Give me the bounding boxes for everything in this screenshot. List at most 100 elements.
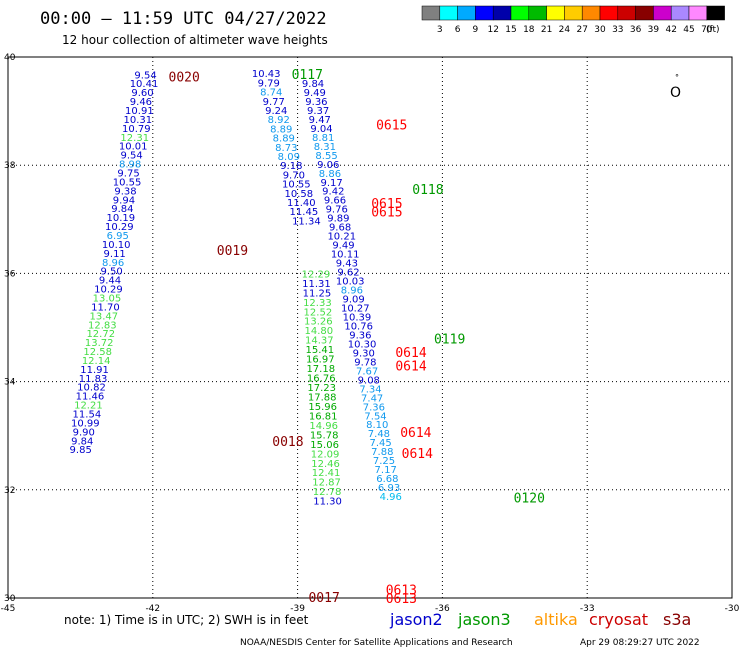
- wave-height-label: 9.62: [337, 268, 359, 279]
- colorbar-tick-label: 15: [505, 25, 516, 35]
- wave-height-label: 9.76: [326, 205, 348, 216]
- wave-height-label: 12.78: [313, 487, 342, 498]
- colorbar-swatch: [599, 5, 619, 21]
- wave-height-label: 10.39: [343, 312, 372, 323]
- wave-height-label: 12.33: [303, 298, 332, 309]
- wave-height-label: 16.76: [307, 374, 336, 385]
- wave-height-label: 8.55: [315, 151, 337, 162]
- x-tick-label: -33: [580, 604, 595, 614]
- wave-height-label: 9.89: [327, 214, 349, 225]
- map-mark-icon: O: [670, 85, 681, 101]
- wave-height-label: 8.73: [275, 143, 297, 154]
- colorbar-tick-label: 24: [559, 25, 571, 35]
- wave-height-label: 11.30: [313, 497, 342, 508]
- y-tick-label: 36: [4, 269, 16, 279]
- colorbar-swatch: [581, 5, 601, 21]
- colorbar-tick-label: 27: [576, 25, 587, 35]
- colorbar-swatch: [457, 5, 476, 21]
- colorbar-tick-label: 36: [630, 25, 642, 35]
- pass-time-label: 0613: [386, 583, 417, 598]
- legend-entry-jason2: jason2: [389, 610, 443, 629]
- wave-height-label: 9.77: [263, 97, 285, 108]
- wave-height-label: 9.54: [121, 151, 143, 162]
- wave-height-label: 10.11: [331, 250, 360, 261]
- pass-time-label: 0119: [434, 332, 465, 347]
- legend-entry-altika: altika: [534, 610, 578, 629]
- wave-height-label: 7.17: [375, 465, 397, 476]
- wave-height-label: 9.11: [104, 249, 126, 260]
- wave-height-label: 8.09: [278, 152, 300, 163]
- wave-height-label: 9.06: [317, 160, 339, 171]
- wave-height-label: 9.38: [114, 186, 136, 197]
- colorbar-swatch: [617, 5, 636, 21]
- wave-height-label: 10.29: [105, 222, 134, 233]
- wave-height-label: 9.94: [113, 195, 135, 206]
- wave-height-label: 11.46: [76, 392, 105, 403]
- wave-height-label: 9.50: [100, 267, 122, 278]
- colorbar-tick-label: 33: [612, 25, 623, 35]
- wave-height-label: 8.96: [341, 286, 363, 297]
- pass-time-label: 0120: [514, 491, 545, 506]
- footer-note: note: 1) Time is in UTC; 2) SWH is in fe…: [64, 613, 309, 627]
- wave-height-label: 8.96: [102, 258, 124, 269]
- wave-height-label: 9.24: [265, 106, 287, 117]
- chart-title: 00:00 – 11:59 UTC 04/27/2022: [40, 9, 327, 29]
- colorbar-swatch: [653, 5, 672, 21]
- pass-time-label: 0019: [217, 244, 248, 259]
- colorbar-swatch: [635, 5, 654, 21]
- wave-height-label: 10.79: [122, 124, 151, 135]
- wave-height-label: 7.45: [369, 438, 391, 449]
- wave-height-label: 12.72: [86, 329, 115, 340]
- wave-height-label: 9.47: [309, 115, 331, 126]
- wave-height-label: 10.01: [119, 142, 148, 153]
- wave-height-label: 9.37: [307, 106, 329, 117]
- wave-height-label: 12.83: [88, 320, 117, 331]
- y-tick-label: 30: [4, 594, 16, 604]
- wave-height-label: 8.89: [270, 124, 292, 135]
- plot-area: -45 -42 -39 -36 -33 -303032343638409.5410.419…: [1, 53, 740, 614]
- x-tick-label: -36: [435, 604, 450, 614]
- wave-height-label: 7.88: [371, 447, 393, 458]
- wave-height-label: 11.70: [91, 302, 120, 313]
- pass-time-label: 0614: [402, 447, 433, 462]
- colorbar-tick-label: 12: [487, 25, 498, 35]
- colorbar-tick-label: 42: [665, 25, 676, 35]
- wave-height-label: 9.42: [322, 187, 344, 198]
- colorbar-swatch: [421, 5, 441, 21]
- wave-height-label: 16.81: [309, 411, 338, 422]
- wave-height-label: 6.93: [378, 483, 400, 494]
- wave-height-label: 12.41: [312, 468, 341, 479]
- wave-height-label: 10.55: [113, 177, 142, 188]
- wave-height-label: 10.29: [94, 285, 123, 296]
- wave-height-label: 15.41: [305, 345, 334, 356]
- colorbar-swatch: [706, 5, 725, 21]
- wave-height-label: 14.96: [309, 421, 338, 432]
- wave-height-label: 10.91: [125, 106, 154, 117]
- pass-time-label: 0017: [308, 591, 339, 606]
- wave-height-label: 14.37: [305, 336, 334, 347]
- plot-frame: [7, 56, 733, 599]
- legend-entry-s3a: s3a: [663, 610, 691, 629]
- wave-height-label: 10.43: [252, 69, 281, 80]
- wave-height-label: 7.47: [361, 393, 383, 404]
- colorbar-tick-label: 45: [683, 25, 694, 35]
- wave-height-label: 9.49: [332, 241, 354, 252]
- wave-height-label: 12.87: [312, 478, 341, 489]
- colorbar-tick-label: 39: [648, 25, 660, 35]
- y-tick-label: 32: [4, 486, 15, 496]
- wave-height-label: 9.84: [302, 79, 324, 90]
- wave-height-label: 8.89: [273, 134, 295, 145]
- colorbar-unit: (ft): [706, 25, 720, 35]
- wave-height-label: 16.97: [306, 355, 335, 366]
- colorbar-swatch: [510, 5, 530, 21]
- wave-height-label: 9.08: [358, 375, 380, 386]
- x-tick-label: -45: [1, 604, 16, 614]
- wave-height-label: 10.82: [77, 383, 106, 394]
- legend-entry-jason3: jason3: [457, 610, 511, 629]
- wave-height-label: 10.19: [107, 213, 136, 224]
- chart-subtitle: 12 hour collection of altimeter wave hei…: [62, 33, 328, 47]
- wave-height-label: 10.03: [336, 277, 365, 288]
- wave-height-label: 17.23: [307, 383, 336, 394]
- wave-height-label: 11.45: [290, 207, 319, 218]
